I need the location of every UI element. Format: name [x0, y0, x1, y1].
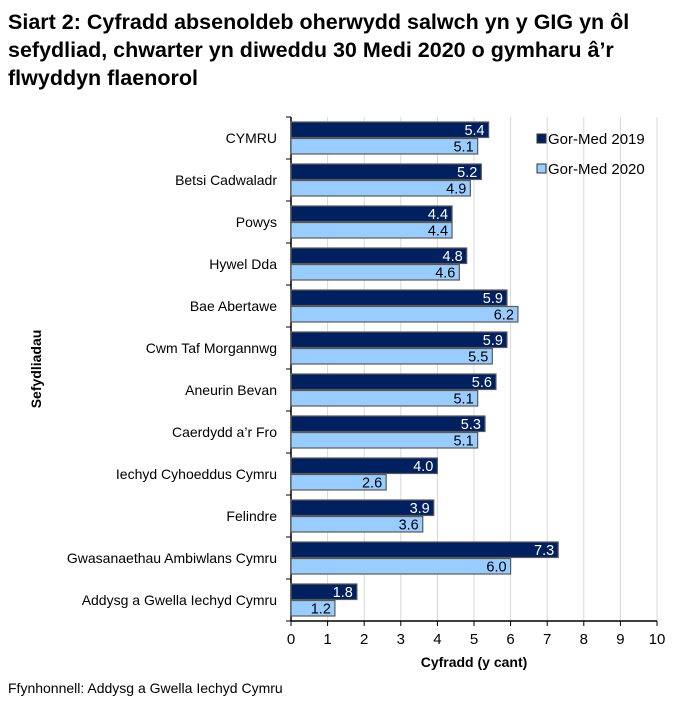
data-label: 5.6	[472, 375, 492, 391]
bar-2019	[290, 163, 482, 181]
category-label: Cwm Taf Morgannwg	[146, 340, 277, 356]
data-label: 4.0	[413, 459, 433, 475]
bar-2020	[290, 557, 512, 575]
legend-swatch	[536, 133, 547, 144]
data-label: 6.0	[486, 560, 506, 576]
bar-2020	[290, 263, 460, 281]
data-label: 5.3	[461, 417, 481, 433]
data-label: 7.3	[534, 543, 554, 559]
bar-2019	[290, 247, 468, 265]
data-label: 4.6	[435, 266, 455, 282]
category-label: Hywel Dda	[209, 256, 277, 272]
category-label: CYMRU	[226, 130, 277, 146]
bar-2020	[290, 221, 453, 239]
bar-2020	[290, 473, 387, 491]
x-tick-label: 1	[323, 631, 331, 648]
data-label: 4.4	[428, 207, 448, 223]
data-label: 3.9	[410, 501, 430, 517]
data-label: 5.1	[453, 140, 473, 156]
data-label: 5.5	[468, 350, 488, 366]
x-tick-label: 8	[580, 631, 588, 648]
x-tick-label: 10	[649, 631, 666, 648]
x-tick-label: 7	[543, 631, 551, 648]
bar-2019	[290, 331, 508, 349]
bar-2020	[290, 599, 336, 617]
category-label: Powys	[236, 214, 277, 230]
bar-2019	[290, 499, 435, 517]
category-label: Aneurin Bevan	[185, 382, 277, 398]
category-label: Felindre	[226, 508, 277, 524]
data-label: 6.2	[494, 308, 514, 324]
bar-2020	[290, 179, 471, 197]
x-tick-label: 6	[506, 631, 514, 648]
data-label: 5.4	[464, 123, 484, 139]
legend-label: Gor-Med 2020	[548, 161, 645, 178]
data-label: 4.8	[443, 249, 463, 265]
x-tick-label: 9	[616, 631, 624, 648]
bar-2020	[290, 431, 479, 449]
x-tick-label: 3	[397, 631, 405, 648]
bar-2019	[290, 583, 358, 601]
data-label: 4.9	[446, 182, 466, 198]
category-label: Gwasanaethau Ambiwlans Cymru	[67, 550, 277, 566]
bar-2019	[290, 289, 508, 307]
bar-2020	[290, 305, 519, 323]
category-label: Bae Abertawe	[190, 298, 277, 314]
y-axis-title: Sefydliadau	[28, 330, 44, 409]
bar-2019	[290, 457, 438, 475]
bar-2019	[290, 205, 453, 223]
data-label: 2.6	[362, 476, 382, 492]
x-tick-label: 5	[470, 631, 478, 648]
category-label: Iechyd Cyhoeddus Cymru	[116, 466, 277, 482]
data-label: 3.6	[399, 518, 419, 534]
data-label: 5.1	[453, 392, 473, 408]
data-label: 4.4	[428, 224, 448, 240]
bar-2020	[290, 389, 479, 407]
x-axis-title: Cyfradd (y cant)	[421, 654, 528, 670]
bar-2019	[290, 121, 490, 139]
x-tick-label: 2	[360, 631, 368, 648]
legend-label: Gor-Med 2019	[548, 131, 645, 148]
data-label: 5.2	[457, 165, 477, 181]
data-label: 1.2	[311, 602, 331, 618]
bar-2019	[290, 373, 497, 391]
bar-2019	[290, 541, 559, 559]
category-label: Caerdydd a’r Fro	[172, 424, 277, 440]
data-label: 5.1	[453, 434, 473, 450]
source-note: Ffynhonnell: Addysg a Gwella Iechyd Cymr…	[8, 680, 283, 696]
x-tick-label: 4	[433, 631, 441, 648]
data-label: 5.9	[483, 291, 503, 307]
bar-2019	[290, 415, 486, 433]
category-label: Betsi Cadwaladr	[175, 172, 277, 188]
category-label: Addysg a Gwella Iechyd Cymru	[82, 592, 277, 608]
data-label: 1.8	[333, 585, 353, 601]
x-tick-label: 0	[287, 631, 295, 648]
chart-title: Siart 2: Cyfradd absenoldeb oherwydd sal…	[8, 10, 630, 90]
data-label: 5.9	[483, 333, 503, 349]
bar-2020	[290, 347, 493, 365]
bar-2020	[290, 137, 479, 155]
bar-2020	[290, 515, 424, 533]
legend-swatch	[536, 163, 547, 174]
